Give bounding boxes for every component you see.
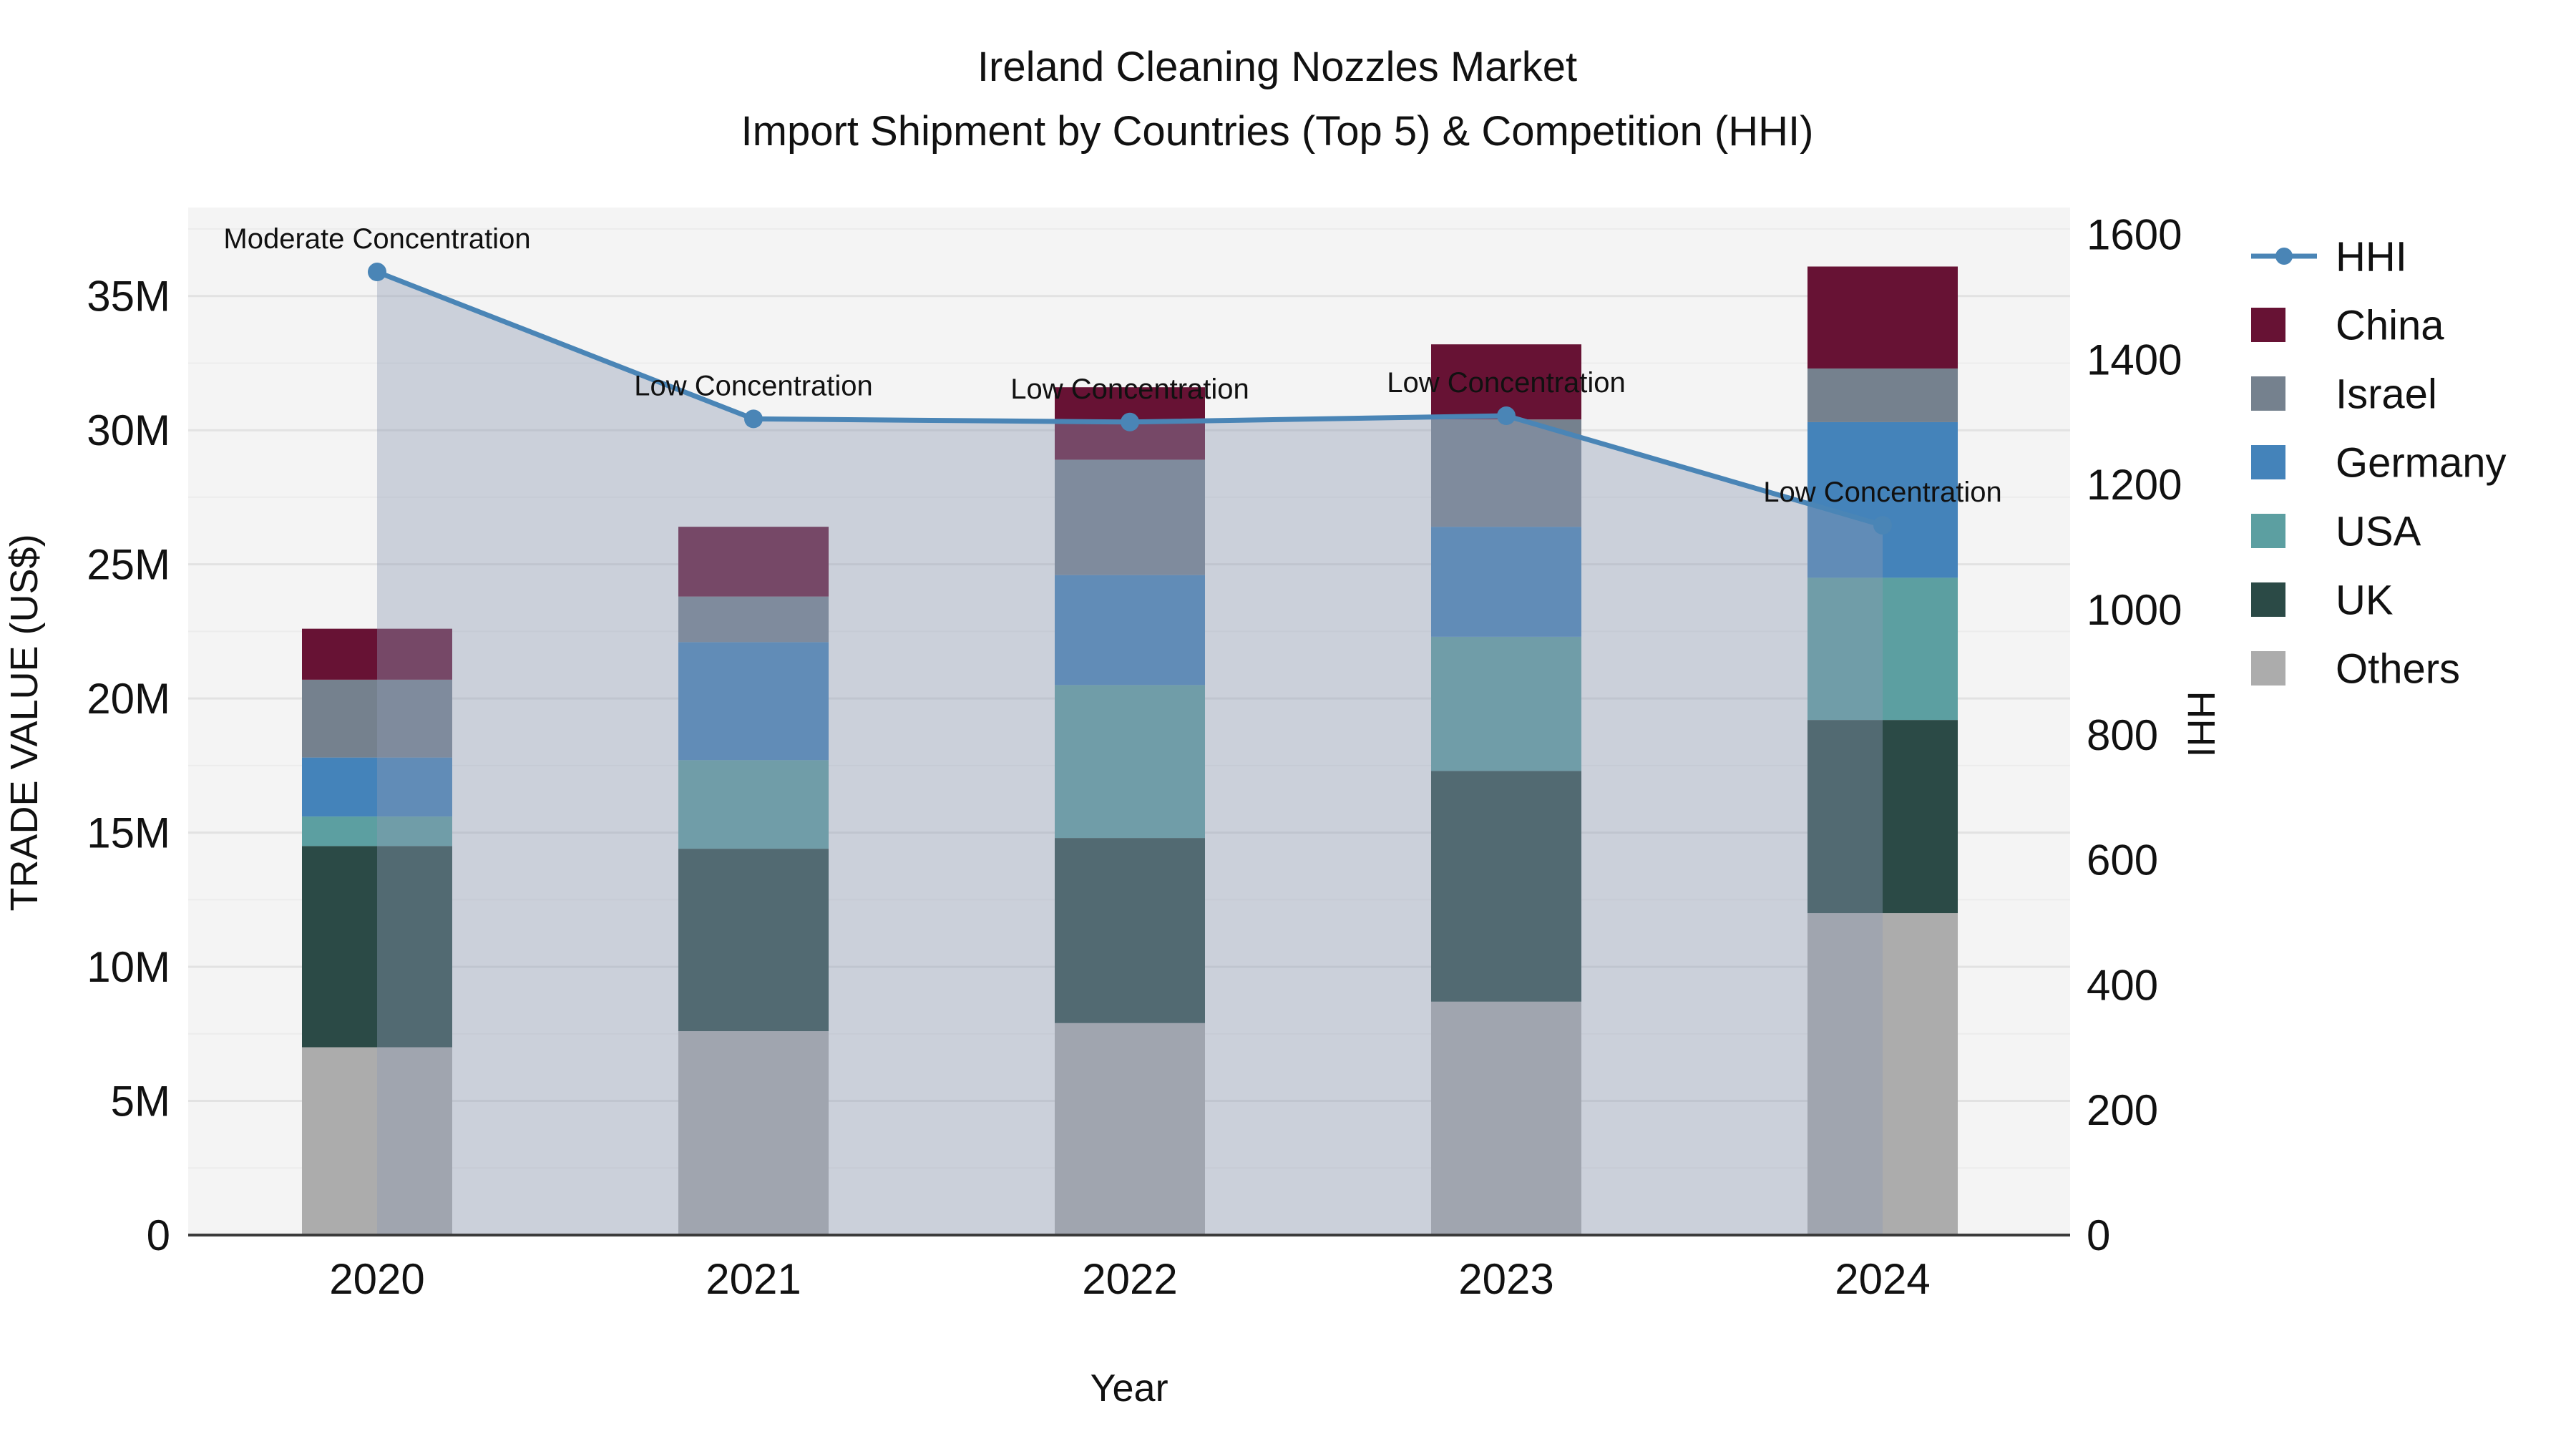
legend-label-germany: Germany: [2336, 439, 2507, 486]
legend-label-china: China: [2336, 302, 2444, 348]
legend-label-others: Others: [2336, 645, 2460, 692]
bar-segment-israel-2020[interactable]: [302, 679, 452, 758]
legend-item-hhi[interactable]: HHI: [2251, 233, 2407, 280]
bar-segment-others-2023[interactable]: [1431, 1001, 1581, 1235]
bar-segment-others-2024[interactable]: [1807, 913, 1958, 1235]
chart-title-line2: Import Shipment by Countries (Top 5) & C…: [741, 108, 1814, 155]
left-axis-title: TRADE VALUE (US$): [3, 534, 46, 911]
legend-box-swatch: [2251, 445, 2285, 479]
axis-ticks: 0 5M 10M 15M 20M 25M 30M 35M 0 200 400 600 800 1000 12…: [87, 211, 2182, 1303]
legend-box-swatch: [2251, 376, 2285, 411]
hhi-area-fill: [377, 272, 1883, 1235]
left-tick-label: 10M: [87, 943, 170, 991]
bar-segment-uk-2020[interactable]: [302, 846, 452, 1048]
legend-label-hhi: HHI: [2336, 233, 2407, 280]
bar-segment-uk-2022[interactable]: [1055, 838, 1205, 1023]
bar-segment-usa-2020[interactable]: [302, 816, 452, 847]
hhi-point-2022[interactable]: [1121, 412, 1139, 431]
left-tick-label: 5M: [111, 1078, 170, 1126]
right-tick-label: 0: [2087, 1211, 2110, 1259]
bar-segment-uk-2024[interactable]: [1807, 720, 1958, 914]
hhi-line: [368, 263, 1892, 535]
right-axis-title: HHI: [2180, 691, 2223, 758]
right-tick-label: 1000: [2087, 586, 2182, 634]
right-tick-label: 1200: [2087, 461, 2182, 509]
legend-box-swatch: [2251, 582, 2285, 617]
bar-segment-israel-2024[interactable]: [1807, 368, 1958, 422]
legend-item-uk[interactable]: UK: [2251, 577, 2394, 623]
legend-label-uk: UK: [2336, 577, 2394, 623]
x-axis-title: Year: [1090, 1367, 1168, 1410]
legend-line-marker: [2275, 248, 2293, 265]
bar-segment-germany-2022[interactable]: [1055, 575, 1205, 686]
annotation-2023: Low Concentration: [1387, 367, 1626, 399]
legend-item-china[interactable]: China: [2251, 302, 2444, 348]
bar-segment-usa-2023[interactable]: [1431, 636, 1581, 771]
bar-segment-others-2022[interactable]: [1055, 1023, 1205, 1235]
bar-segment-germany-2021[interactable]: [678, 642, 829, 761]
legend-item-others[interactable]: Others: [2251, 645, 2460, 692]
annotation-2024: Low Concentration: [1763, 477, 2002, 508]
annotation-2020: Moderate Concentration: [223, 223, 530, 255]
legend-item-germany[interactable]: Germany: [2251, 439, 2507, 486]
legend-item-israel[interactable]: Israel: [2251, 371, 2437, 417]
annotation-2022: Low Concentration: [1010, 374, 1249, 405]
x-tick-label-2024: 2024: [1835, 1255, 1930, 1303]
bar-segment-germany-2024[interactable]: [1807, 421, 1958, 578]
right-tick-label: 200: [2087, 1086, 2158, 1134]
right-tick-label: 600: [2087, 836, 2158, 884]
bar-segment-israel-2021[interactable]: [678, 596, 829, 643]
annotations: Moderate Concentration Low Concentration L…: [223, 223, 2001, 508]
hhi-point-2024[interactable]: [1873, 515, 1892, 535]
x-tick-label-2020: 2020: [329, 1255, 424, 1303]
bar-segment-israel-2022[interactable]: [1055, 459, 1205, 575]
hhi-point-2020[interactable]: [368, 263, 386, 282]
bar-segment-germany-2023[interactable]: [1431, 527, 1581, 637]
hhi-point-2021[interactable]: [744, 409, 763, 429]
left-tick-label: 35M: [87, 273, 170, 321]
left-tick-label: 15M: [87, 809, 170, 857]
bar-segment-others-2021[interactable]: [678, 1031, 829, 1235]
right-tick-label: 800: [2087, 711, 2158, 759]
legend-box-swatch: [2251, 651, 2285, 686]
bar-segment-china-2021[interactable]: [678, 527, 829, 597]
bar-segment-uk-2021[interactable]: [678, 849, 829, 1032]
legend-item-usa[interactable]: USA: [2251, 508, 2421, 555]
bar-segment-uk-2023[interactable]: [1431, 771, 1581, 1002]
right-tick-label: 1400: [2087, 336, 2182, 384]
legend-label-israel: Israel: [2336, 371, 2437, 417]
legend: HHI China Israel Germany USA UK Others: [2251, 233, 2507, 692]
chart-title-line1: Ireland Cleaning Nozzles Market: [977, 44, 1577, 90]
hhi-point-2023[interactable]: [1497, 406, 1516, 426]
left-tick-label: 0: [147, 1211, 170, 1259]
right-tick-label: 1600: [2087, 211, 2182, 259]
left-tick-label: 25M: [87, 541, 170, 589]
x-tick-label-2023: 2023: [1458, 1255, 1553, 1303]
hhi-area: [377, 272, 1883, 1235]
legend-label-usa: USA: [2336, 508, 2421, 555]
left-tick-label: 30M: [87, 406, 170, 454]
bar-segment-others-2020[interactable]: [302, 1047, 452, 1235]
legend-box-swatch: [2251, 514, 2285, 548]
bar-segment-china-2024[interactable]: [1807, 266, 1958, 369]
legend-box-swatch: [2251, 308, 2285, 342]
bar-segment-usa-2022[interactable]: [1055, 685, 1205, 839]
bar-segment-usa-2024[interactable]: [1807, 577, 1958, 721]
bar-segment-israel-2023[interactable]: [1431, 419, 1581, 527]
x-tick-label-2022: 2022: [1082, 1255, 1177, 1303]
annotation-2021: Low Concentration: [634, 370, 873, 401]
right-tick-label: 400: [2087, 961, 2158, 1009]
bar-segment-china-2020[interactable]: [302, 628, 452, 680]
left-tick-label: 20M: [87, 675, 170, 723]
bar-segment-usa-2021[interactable]: [678, 760, 829, 849]
stacked-bars: [302, 266, 1958, 1235]
bar-segment-germany-2020[interactable]: [302, 757, 452, 817]
x-tick-label-2021: 2021: [706, 1255, 801, 1303]
